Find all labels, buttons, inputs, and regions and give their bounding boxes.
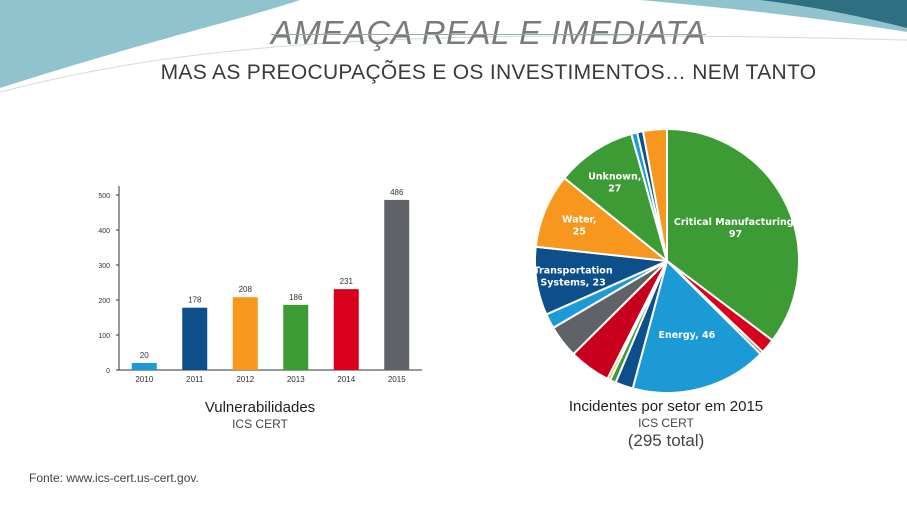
bar-2010 [131,363,157,370]
bar-2012 [232,297,258,370]
slide-title: AMEAÇA REAL E IMEDIATA [270,14,707,51]
x-tick-label: 2012 [236,375,254,384]
y-tick-label: 500 [98,193,110,200]
y-tick-label: 100 [98,333,110,340]
pie-slice-label: Critical Manufacturing, 97 [674,217,797,240]
bar-value-label: 20 [140,351,149,360]
x-tick-label: 2015 [388,375,406,384]
bar-value-label: 186 [289,293,303,302]
x-tick-label: 2014 [337,375,355,384]
pie-slice-label: Transportation Systems, 23 [534,266,613,289]
bar-2015 [384,199,410,370]
banner-light-band [0,0,300,88]
pie-slice [563,132,668,262]
bar-value-label: 208 [239,285,253,294]
pie-chart-caption: Incidentes por setor em 2015 [568,398,764,415]
y-tick-label: 0 [106,368,110,375]
bar-2011 [182,307,208,370]
pie-slice-label: Unknown, 27 [588,172,641,195]
pie-chart-source: ICS CERT [638,416,694,430]
x-tick-label: 2010 [135,375,153,384]
slide-subtitle: MAS AS PREOCUPAÇÕES E OS INVESTIMENTOS… … [160,61,817,84]
bar-2013 [283,304,309,370]
pie-slice-label: Energy, 46 [658,330,715,341]
pie-slice [642,128,668,262]
y-tick-label: 300 [98,263,110,270]
slide-banner [0,0,907,93]
source-footnote: Fonte: www.ics-cert.us-cert.gov. [29,471,199,485]
x-tick-label: 2013 [287,375,305,384]
pie-slice-label: Water, 25 [562,215,596,238]
y-tick-label: 200 [98,298,110,305]
x-tick-label: 2011 [186,375,204,384]
bar-value-label: 486 [390,188,404,197]
vulnerabilities-bar-chart: 0 100 200 300 400 500 20 2010 178 2011 208 2012 186 2… [98,186,422,384]
banner-dark-band-right [760,0,907,28]
banner-swoosh-line [0,35,907,93]
pie-slice [666,128,800,342]
pie-slice [631,260,762,394]
bar-value-label: 231 [340,277,354,286]
bar-chart-caption: Vulnerabilidades [204,399,316,416]
bar-value-label: 178 [188,296,202,305]
bar-2014 [333,289,359,370]
incidents-pie-chart: Critical Manufacturing, 97 Energy, 46 Trans… [534,128,800,394]
bar-chart-source: ICS CERT [232,417,288,431]
y-tick-label: 400 [98,228,110,235]
pie-chart-total: (295 total) [627,431,705,450]
